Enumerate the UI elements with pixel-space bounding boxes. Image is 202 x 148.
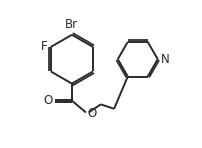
Text: Br: Br	[65, 18, 78, 31]
Text: N: N	[160, 53, 168, 66]
Text: F: F	[40, 40, 47, 53]
Text: O: O	[87, 107, 96, 120]
Text: O: O	[44, 94, 53, 107]
